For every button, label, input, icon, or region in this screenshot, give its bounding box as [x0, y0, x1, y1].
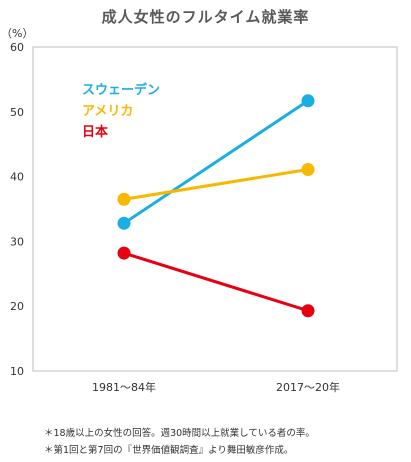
- y-tick-label: 10: [10, 365, 24, 378]
- y-tick-label: 40: [10, 171, 24, 184]
- series-line: [123, 167, 309, 201]
- plot-area: [32, 46, 398, 372]
- y-axis-label: （%）: [1, 27, 33, 40]
- data-point: [117, 192, 131, 206]
- x-tick-label: 2017～20年: [276, 380, 340, 394]
- series-3: [117, 246, 315, 318]
- y-tick-label: 50: [10, 106, 24, 119]
- data-point: [301, 304, 315, 318]
- data-point: [301, 162, 315, 176]
- footnote-source: ＊第1回と第7回の『世界価値観調査』より舞田敏彦作成。: [44, 445, 294, 456]
- x-axis: 1981～84年 2017～20年: [92, 380, 340, 394]
- y-tick-label: 30: [10, 235, 24, 248]
- series-1: [117, 94, 315, 230]
- y-tick-label: 20: [10, 300, 24, 313]
- y-axis: 10 20 30 40 50 60: [10, 41, 24, 378]
- data-point: [117, 216, 131, 230]
- series-line: [123, 251, 309, 313]
- legend-item: アメリカ: [82, 104, 133, 119]
- y-tick-label: 60: [10, 41, 24, 54]
- data-point: [117, 246, 131, 260]
- legend-item: 日本: [82, 124, 108, 140]
- chart-title: 成人女性のフルタイム就業率: [101, 8, 310, 26]
- data-point: [301, 94, 315, 108]
- series-layer: [117, 94, 315, 318]
- x-tick-label: 1981～84年: [92, 380, 156, 394]
- series-2: [117, 162, 315, 206]
- legend-item: スウェーデン: [82, 82, 160, 98]
- series-line: [123, 99, 309, 225]
- footnote-respondents: ＊18歳以上の女性の回答。週30時間以上就業している者の率。: [44, 428, 315, 439]
